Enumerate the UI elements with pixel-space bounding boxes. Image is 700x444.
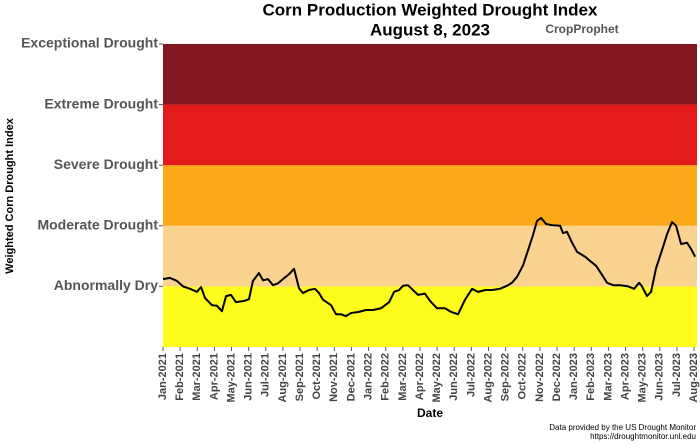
y-axis-label: Weighted Corn Drought Index (4, 117, 16, 274)
x-tick-label: Sep-2021 (294, 353, 306, 401)
x-tick-label: Feb-2023 (585, 353, 597, 401)
x-tick-label: Dec-2021 (345, 353, 357, 401)
x-axis-label: Date (417, 406, 443, 420)
x-tick-label: Aug-2023 (688, 353, 700, 403)
x-tick-label: Feb-2021 (174, 353, 186, 401)
drought-band (163, 225, 697, 287)
data-line (162, 216, 697, 318)
x-tick-label: Sep-2022 (500, 353, 512, 401)
x-tick-label: May-2023 (637, 353, 649, 403)
drought-band (163, 104, 697, 166)
x-tick-label: Mar-2023 (602, 353, 614, 401)
x-tick-label: Mar-2022 (397, 353, 409, 401)
x-tick-label: Jan-2023 (568, 353, 580, 400)
drought-band (163, 286, 697, 347)
x-tick-label: Nov-2022 (534, 353, 546, 402)
y-tick-label: Abnormally Dry (54, 277, 158, 293)
x-tick-label: Apr-2021 (208, 353, 220, 400)
x-tick-label: Apr-2022 (414, 353, 426, 400)
x-tick-label: Jun-2023 (654, 353, 666, 401)
x-tick-label: Feb-2022 (380, 353, 392, 401)
x-tick-label: Jul-2023 (671, 353, 683, 397)
x-tick-label: Jan-2021 (157, 353, 169, 400)
chart-subtitle: August 8, 2023 (370, 20, 490, 39)
x-tick-label: Nov-2021 (328, 353, 340, 402)
y-tick-label: Severe Drought (54, 156, 159, 172)
source-note: https://droughtmonitor.unl.edu (590, 432, 696, 441)
logo: CropProphet (545, 22, 618, 36)
x-tick-label: Aug-2021 (277, 353, 289, 403)
x-tick-label: Jul-2022 (465, 353, 477, 397)
x-tick-label: Oct-2022 (517, 353, 529, 399)
y-tick-label: Extreme Drought (44, 95, 158, 111)
y-tick-label: Moderate Drought (37, 217, 158, 233)
x-tick-label: May-2021 (225, 353, 237, 403)
x-tick-label: Jun-2021 (243, 353, 255, 401)
source-note: Data provided by the US Drought Monitor (549, 423, 696, 432)
drought-band (163, 44, 697, 105)
x-tick-label: Aug-2022 (482, 353, 494, 403)
x-tick-label: Apr-2023 (619, 353, 631, 400)
x-tick-label: Jun-2022 (448, 353, 460, 401)
x-tick-label: Dec-2022 (551, 353, 563, 401)
x-tick-label: Jul-2021 (260, 353, 272, 397)
x-tick-label: May-2022 (431, 353, 443, 403)
x-tick-label: Jan-2022 (362, 353, 374, 400)
x-tick-label: Oct-2021 (311, 353, 323, 399)
chart-title: Corn Production Weighted Drought Index (263, 0, 598, 19)
x-tick-label: Mar-2021 (191, 353, 203, 401)
y-tick-label: Exceptional Drought (21, 35, 158, 51)
drought-band (163, 165, 697, 226)
